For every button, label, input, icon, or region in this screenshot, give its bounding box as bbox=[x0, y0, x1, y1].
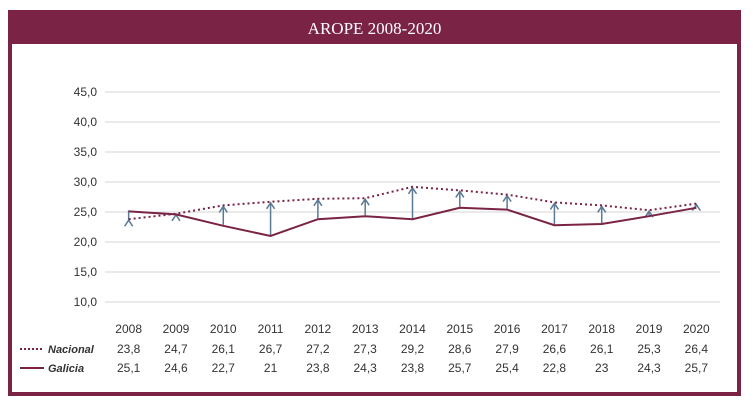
series-line-galicia bbox=[128, 206, 697, 238]
data-label-galicia: 21 bbox=[264, 361, 278, 375]
series-line-nacional bbox=[128, 185, 697, 221]
gap-arrow-head bbox=[549, 202, 560, 210]
gap-arrow-head bbox=[455, 190, 465, 198]
x-tick-label: 2010 bbox=[210, 322, 237, 336]
gap-arrow-head bbox=[265, 201, 276, 210]
x-tick-label: 2016 bbox=[494, 322, 521, 336]
data-label-galicia: 23,8 bbox=[306, 361, 330, 375]
data-label-galicia: 22,8 bbox=[543, 361, 567, 375]
x-tick-label: 2019 bbox=[636, 322, 663, 336]
data-label-nacional: 23,8 bbox=[117, 342, 141, 356]
data-label-nacional: 25,3 bbox=[637, 342, 661, 356]
y-tick-label: 30,0 bbox=[74, 175, 98, 189]
x-tick-label: 2014 bbox=[399, 322, 426, 336]
data-label-nacional: 26,6 bbox=[543, 342, 567, 356]
chart-frame: AROPE 2008-2020 bbox=[8, 10, 741, 396]
data-label-nacional: 24,7 bbox=[164, 342, 188, 356]
y-tick-label: 35,0 bbox=[74, 145, 98, 159]
legend-label-galicia: Galicia bbox=[48, 363, 84, 375]
data-label-nacional: 26,7 bbox=[259, 342, 283, 356]
x-tick-label: 2020 bbox=[683, 322, 710, 336]
gap-arrow-head bbox=[360, 197, 370, 206]
x-tick-label: 2018 bbox=[588, 322, 615, 336]
data-label-nacional: 26,4 bbox=[685, 342, 709, 356]
data-label-nacional: 27,9 bbox=[495, 342, 519, 356]
data-label-galicia: 25,1 bbox=[117, 361, 141, 375]
y-tick-label: 25,0 bbox=[74, 205, 98, 219]
data-label-galicia: 23,8 bbox=[401, 361, 425, 375]
gap-arrow-head bbox=[124, 218, 134, 227]
data-label-galicia: 25,7 bbox=[448, 361, 472, 375]
data-label-galicia: 25,4 bbox=[495, 361, 519, 375]
x-tick-label: 2011 bbox=[258, 322, 284, 336]
x-tick-label: 2015 bbox=[446, 322, 473, 336]
y-tick-label: 10,0 bbox=[74, 295, 98, 309]
data-label-galicia: 23 bbox=[595, 361, 609, 375]
x-tick-label: 2012 bbox=[305, 322, 332, 336]
y-tick-label: 45,0 bbox=[74, 85, 98, 99]
y-tick-label: 15,0 bbox=[74, 265, 98, 279]
data-label-nacional: 28,6 bbox=[448, 342, 472, 356]
data-label-galicia: 25,7 bbox=[685, 361, 709, 375]
chart-title: AROPE 2008-2020 bbox=[12, 14, 737, 44]
data-label-galicia: 24,3 bbox=[637, 361, 661, 375]
legend-label-nacional: Nacional bbox=[48, 344, 95, 356]
data-label-nacional: 26,1 bbox=[212, 342, 236, 356]
x-tick-label: 2013 bbox=[352, 322, 379, 336]
y-tick-label: 20,0 bbox=[74, 235, 98, 249]
data-label-galicia: 22,7 bbox=[212, 361, 236, 375]
data-label-nacional: 27,2 bbox=[306, 342, 330, 356]
data-label-nacional: 26,1 bbox=[590, 342, 614, 356]
x-tick-label: 2017 bbox=[541, 322, 568, 336]
data-label-galicia: 24,3 bbox=[354, 361, 378, 375]
x-tick-label: 2008 bbox=[115, 322, 142, 336]
x-tick-label: 2009 bbox=[163, 322, 190, 336]
data-label-galicia: 24,6 bbox=[164, 361, 188, 375]
y-tick-label: 40,0 bbox=[74, 115, 98, 129]
data-label-nacional: 29,2 bbox=[401, 342, 425, 356]
data-label-nacional: 27,3 bbox=[354, 342, 378, 356]
